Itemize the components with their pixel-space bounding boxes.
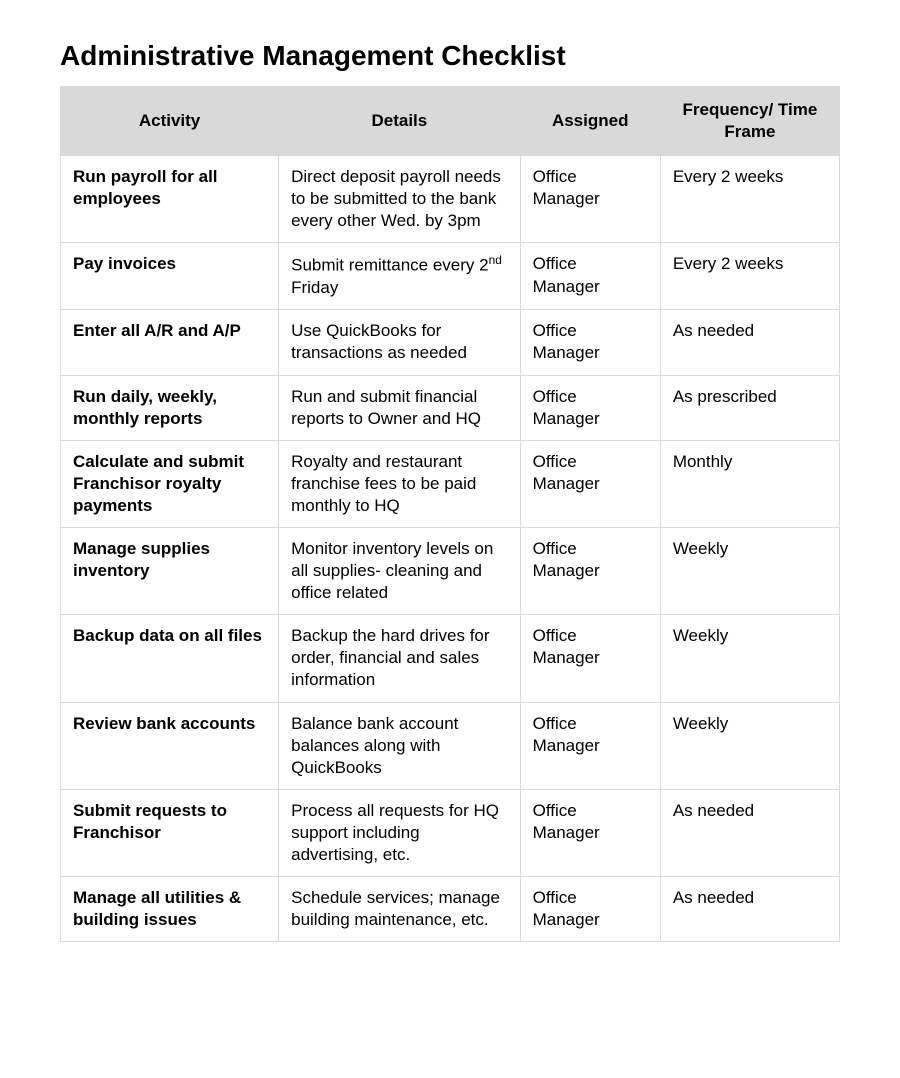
cell-details: Run and submit financial reports to Owne… xyxy=(279,375,520,440)
table-body: Run payroll for all employeesDirect depo… xyxy=(61,156,840,942)
table-row: Calculate and submit Franchisor royalty … xyxy=(61,440,840,527)
cell-assigned: Office Manager xyxy=(520,440,660,527)
cell-details: Balance bank account balances along with… xyxy=(279,702,520,789)
cell-frequency: As needed xyxy=(660,310,839,375)
cell-frequency: Weekly xyxy=(660,615,839,702)
page-title: Administrative Management Checklist xyxy=(60,40,840,72)
table-row: Run daily, weekly, monthly reportsRun an… xyxy=(61,375,840,440)
cell-activity: Backup data on all files xyxy=(61,615,279,702)
table-row: Enter all A/R and A/PUse QuickBooks for … xyxy=(61,310,840,375)
cell-assigned: Office Manager xyxy=(520,243,660,310)
table-row: Manage supplies inventoryMonitor invento… xyxy=(61,527,840,614)
cell-details: Use QuickBooks for transactions as neede… xyxy=(279,310,520,375)
cell-activity: Pay invoices xyxy=(61,243,279,310)
cell-frequency: As prescribed xyxy=(660,375,839,440)
cell-details: Royalty and restaurant franchise fees to… xyxy=(279,440,520,527)
cell-details: Schedule services; manage building maint… xyxy=(279,877,520,942)
cell-activity: Run payroll for all employees xyxy=(61,156,279,243)
cell-frequency: Weekly xyxy=(660,527,839,614)
cell-assigned: Office Manager xyxy=(520,615,660,702)
cell-activity: Calculate and submit Franchisor royalty … xyxy=(61,440,279,527)
table-row: Pay invoicesSubmit remittance every 2nd … xyxy=(61,243,840,310)
cell-assigned: Office Manager xyxy=(520,702,660,789)
cell-activity: Manage all utilities & building issues xyxy=(61,877,279,942)
cell-activity: Enter all A/R and A/P xyxy=(61,310,279,375)
cell-frequency: Weekly xyxy=(660,702,839,789)
cell-activity: Review bank accounts xyxy=(61,702,279,789)
table-row: Run payroll for all employeesDirect depo… xyxy=(61,156,840,243)
cell-details: Direct deposit payroll needs to be submi… xyxy=(279,156,520,243)
cell-assigned: Office Manager xyxy=(520,310,660,375)
cell-activity: Submit requests to Franchisor xyxy=(61,789,279,876)
cell-details: Process all requests for HQ support incl… xyxy=(279,789,520,876)
cell-assigned: Office Manager xyxy=(520,789,660,876)
cell-frequency: Every 2 weeks xyxy=(660,243,839,310)
document-page: Administrative Management Checklist Acti… xyxy=(0,0,900,1078)
cell-assigned: Office Manager xyxy=(520,877,660,942)
col-header-activity: Activity xyxy=(61,87,279,156)
col-header-details: Details xyxy=(279,87,520,156)
table-row: Review bank accountsBalance bank account… xyxy=(61,702,840,789)
cell-frequency: As needed xyxy=(660,789,839,876)
col-header-frequency: Frequency/ Time Frame xyxy=(660,87,839,156)
table-row: Submit requests to FranchisorProcess all… xyxy=(61,789,840,876)
col-header-assigned: Assigned xyxy=(520,87,660,156)
table-row: Manage all utilities & building issuesSc… xyxy=(61,877,840,942)
checklist-table: Activity Details Assigned Frequency/ Tim… xyxy=(60,86,840,942)
cell-assigned: Office Manager xyxy=(520,375,660,440)
cell-details: Monitor inventory levels on all supplies… xyxy=(279,527,520,614)
cell-frequency: Monthly xyxy=(660,440,839,527)
cell-frequency: As needed xyxy=(660,877,839,942)
cell-activity: Manage supplies inventory xyxy=(61,527,279,614)
table-row: Backup data on all filesBackup the hard … xyxy=(61,615,840,702)
cell-assigned: Office Manager xyxy=(520,527,660,614)
cell-frequency: Every 2 weeks xyxy=(660,156,839,243)
cell-activity: Run daily, weekly, monthly reports xyxy=(61,375,279,440)
cell-details: Submit remittance every 2nd Friday xyxy=(279,243,520,310)
cell-details: Backup the hard drives for order, financ… xyxy=(279,615,520,702)
table-header: Activity Details Assigned Frequency/ Tim… xyxy=(61,87,840,156)
cell-assigned: Office Manager xyxy=(520,156,660,243)
